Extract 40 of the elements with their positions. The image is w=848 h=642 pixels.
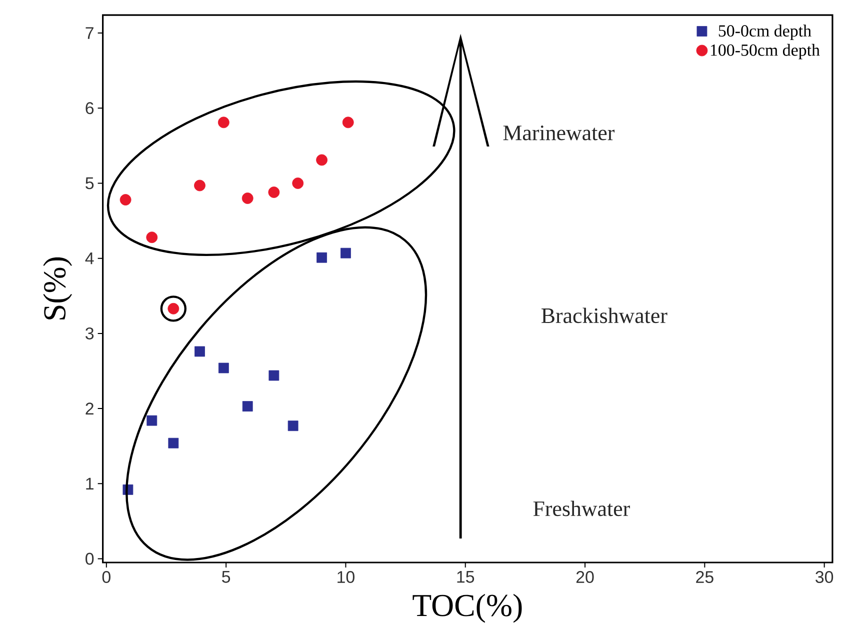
- x-tick-label: 10: [338, 571, 354, 584]
- point: [218, 362, 229, 374]
- point: [194, 180, 206, 192]
- point: [194, 346, 205, 357]
- legend-label: 50-0cm depth: [718, 24, 812, 40]
- annotation: Freshwater: [533, 500, 630, 516]
- point: [316, 154, 328, 166]
- y-tick-label: 6: [86, 102, 94, 114]
- point: [316, 252, 327, 263]
- annotation: Brackishwater: [541, 308, 668, 324]
- point: [340, 248, 351, 258]
- y-tick-label: 1: [86, 478, 94, 490]
- point: [242, 401, 253, 412]
- point: [242, 192, 254, 204]
- x-tick-label: 0: [102, 571, 110, 584]
- x-tick-label: 5: [222, 571, 230, 583]
- point: [146, 415, 158, 426]
- x-tick-label: 25: [696, 571, 714, 584]
- y-tick-label: 2: [86, 402, 94, 414]
- annotation: Marinewater: [503, 126, 614, 140]
- point: [168, 438, 179, 448]
- point: [146, 232, 158, 244]
- y-tick-label: 3: [86, 327, 94, 340]
- point: [268, 186, 280, 198]
- point: [120, 194, 132, 206]
- point: [292, 178, 304, 189]
- x-tick-label: 20: [576, 571, 594, 584]
- x-tick-label: 30: [816, 571, 834, 584]
- y-tick-label: 5: [86, 177, 94, 190]
- y-axis-title: S(%): [43, 257, 72, 320]
- y-tick-label: 4: [85, 252, 94, 264]
- point: [288, 420, 298, 432]
- x-axis-title: TOC(%): [412, 594, 522, 623]
- x-tick-label: 15: [457, 571, 474, 583]
- point: [218, 116, 230, 128]
- y-tick-label: 0: [86, 552, 94, 565]
- y-tick-label: 7: [86, 27, 94, 39]
- point: [268, 370, 280, 381]
- point: [342, 116, 354, 128]
- legend-label: 100-50cm depth: [710, 44, 820, 60]
